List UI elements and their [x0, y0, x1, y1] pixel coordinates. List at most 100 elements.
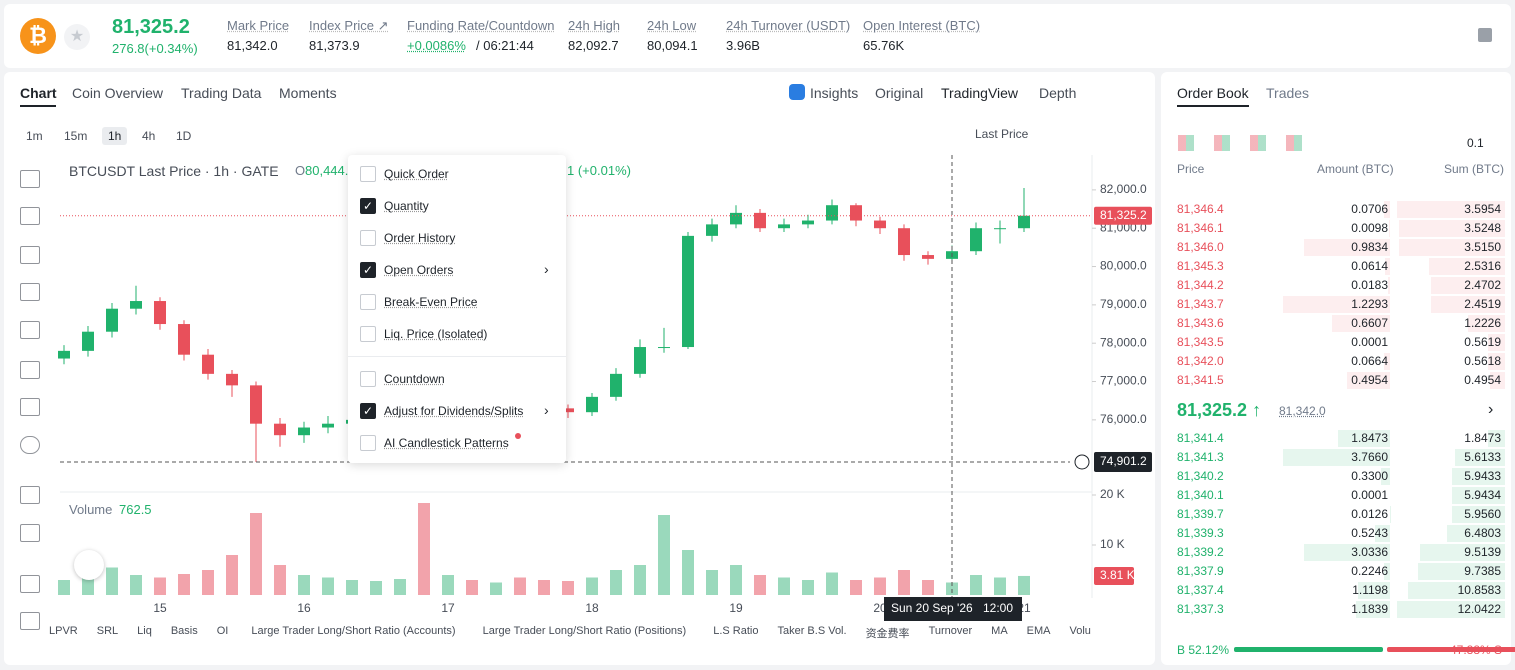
book-price[interactable]: 81,339.7	[1177, 507, 1224, 521]
book-price[interactable]: 81,337.9	[1177, 564, 1224, 578]
view-tab[interactable]: Original	[875, 85, 924, 101]
insights-icon[interactable]	[789, 84, 805, 100]
book-price[interactable]: 81,339.3	[1177, 526, 1224, 540]
menu-checkbox[interactable]: ✓	[360, 262, 376, 278]
menu-item[interactable]: Open Orders	[384, 263, 454, 277]
book-price[interactable]: 81,341.4	[1177, 431, 1224, 445]
precision[interactable]: 0.1	[1467, 136, 1484, 150]
view-tab[interactable]: TradingView	[941, 85, 1019, 101]
book-price[interactable]: 81,341.5	[1177, 373, 1224, 387]
new-dot	[515, 433, 521, 439]
book-amount: 3.7660	[1351, 450, 1388, 464]
book-price[interactable]: 81,346.0	[1177, 240, 1224, 254]
view-tab[interactable]: Depth	[1039, 85, 1077, 101]
interval[interactable]: 1D	[176, 129, 192, 143]
chart-tab[interactable]: Trading Data	[181, 85, 262, 101]
indicator-tab[interactable]: Volu	[1069, 625, 1091, 637]
menu-checkbox[interactable]	[360, 435, 376, 451]
indicator-tab[interactable]: L.S Ratio	[713, 625, 759, 637]
tool-icon[interactable]	[20, 612, 40, 630]
view-tab[interactable]: Insights	[810, 85, 859, 101]
indicator-tab[interactable]: Liq	[137, 625, 152, 637]
chart-tab[interactable]: Chart	[20, 85, 57, 101]
menu-checkbox[interactable]: ✓	[360, 198, 376, 214]
amount-depth	[1384, 258, 1390, 275]
interval[interactable]: 1m	[26, 129, 43, 143]
menu-item[interactable]: Countdown	[384, 372, 445, 386]
menu-item[interactable]: Quantity	[384, 199, 429, 213]
menu-checkbox[interactable]: ✓	[360, 403, 376, 419]
indicator-tab[interactable]: Basis	[170, 625, 198, 637]
indicator-tab[interactable]: LPVR	[49, 625, 78, 637]
notes-icon[interactable]	[1478, 28, 1492, 42]
book-price[interactable]: 81,340.1	[1177, 488, 1224, 502]
tool-icon[interactable]	[20, 207, 40, 225]
indicator-tab[interactable]: Turnover	[928, 625, 973, 637]
tv-logo	[74, 550, 104, 580]
menu-item[interactable]: Adjust for Dividends/Splits	[384, 404, 524, 418]
menu-item[interactable]: Break-Even Price	[384, 295, 478, 309]
book-price[interactable]: 81,337.3	[1177, 602, 1224, 616]
book-price[interactable]: 81,346.4	[1177, 202, 1224, 216]
y-tick-label: 76,000.0	[1100, 412, 1147, 426]
book-price[interactable]: 81,342.0	[1177, 354, 1224, 368]
volume-bar	[178, 574, 190, 595]
menu-item[interactable]: Liq. Price (Isolated)	[384, 327, 488, 341]
book-price[interactable]: 81,340.2	[1177, 469, 1224, 483]
book-tab[interactable]: Trades	[1266, 85, 1310, 101]
chart-tab[interactable]: Moments	[279, 85, 337, 101]
legend-open: 80,444.	[305, 163, 349, 178]
mid-arrow[interactable]: ›	[1488, 401, 1494, 418]
book-price[interactable]: 81,341.3	[1177, 450, 1224, 464]
menu-checkbox[interactable]	[360, 371, 376, 387]
menu-item[interactable]: Quick Order	[384, 167, 449, 181]
interval[interactable]: 4h	[142, 129, 156, 143]
chart-tab[interactable]: Coin Overview	[72, 85, 164, 101]
tool-icon[interactable]	[20, 436, 40, 454]
layout-icon[interactable]	[1178, 135, 1194, 151]
candle-body	[586, 396, 598, 413]
menu-item[interactable]: AI Candlestick Patterns	[384, 436, 509, 450]
menu-checkbox[interactable]	[360, 326, 376, 342]
book-price[interactable]: 81,343.5	[1177, 335, 1224, 349]
tool-icon[interactable]	[20, 246, 40, 264]
tool-icon[interactable]	[20, 486, 40, 504]
indicator-tab[interactable]: SRL	[96, 625, 119, 637]
indicator-tab[interactable]: Large Trader Long/Short Ratio (Accounts)	[251, 625, 456, 637]
book-price[interactable]: 81,339.2	[1177, 545, 1224, 559]
indicator-tab[interactable]: 资金费率	[865, 628, 910, 640]
tool-icon[interactable]	[20, 283, 40, 301]
interval[interactable]: 1h	[102, 127, 128, 145]
indicator-tab[interactable]: OI	[216, 625, 229, 637]
sum-depth	[1399, 220, 1505, 237]
layout-icon[interactable]	[1250, 135, 1266, 151]
price-type[interactable]: Last Price	[975, 127, 1029, 141]
menu-checkbox[interactable]	[360, 166, 376, 182]
book-amount: 0.0098	[1351, 221, 1388, 235]
indicator-tab[interactable]: Taker B.S Vol.	[777, 625, 847, 637]
layout-icon[interactable]	[1286, 135, 1302, 151]
favorite[interactable]: ★	[64, 24, 90, 50]
book-price[interactable]: 81,345.3	[1177, 259, 1224, 273]
layout-icon[interactable]	[1214, 135, 1230, 151]
menu-checkbox[interactable]	[360, 294, 376, 310]
book-price[interactable]: 81,346.1	[1177, 221, 1224, 235]
tool-icon[interactable]	[20, 170, 40, 188]
tool-icon[interactable]	[20, 575, 40, 593]
indicator-tab[interactable]: Large Trader Long/Short Ratio (Positions…	[482, 625, 687, 637]
tool-icon[interactable]	[20, 321, 40, 339]
tool-icon[interactable]	[20, 361, 40, 379]
interval[interactable]: 15m	[64, 129, 88, 143]
last-volume-label: 3.81 K	[1100, 568, 1135, 582]
indicator-tab[interactable]: MA	[991, 625, 1008, 637]
book-price[interactable]: 81,343.7	[1177, 297, 1224, 311]
menu-item[interactable]: Order History	[384, 231, 456, 245]
menu-checkbox[interactable]	[360, 230, 376, 246]
tool-icon[interactable]	[20, 524, 40, 542]
book-price[interactable]: 81,344.2	[1177, 278, 1224, 292]
tool-icon[interactable]	[20, 398, 40, 416]
indicator-tab[interactable]: EMA	[1026, 625, 1051, 637]
book-price[interactable]: 81,337.4	[1177, 583, 1224, 597]
book-price[interactable]: 81,343.6	[1177, 316, 1224, 330]
book-tab[interactable]: Order Book	[1177, 85, 1249, 101]
